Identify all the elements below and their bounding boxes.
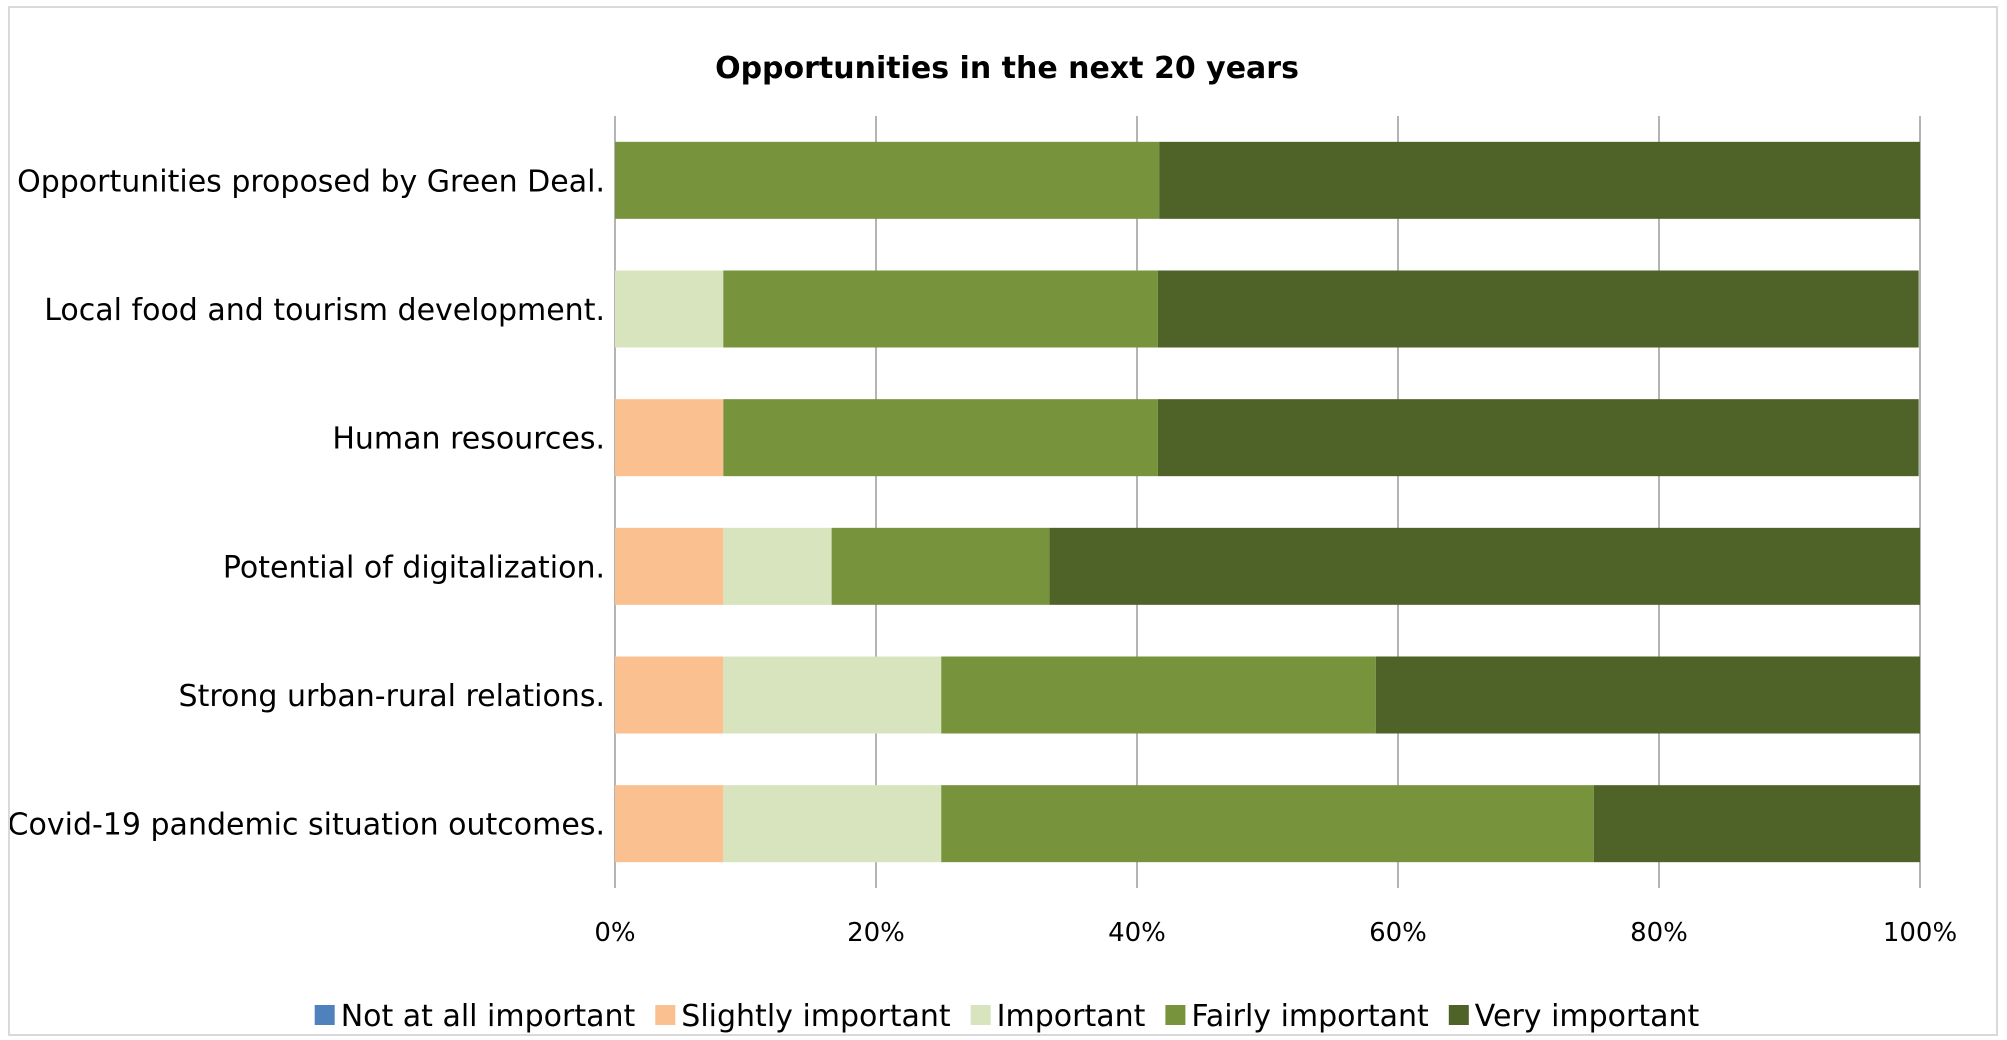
category-label: Strong urban-rural relations. [179,679,605,714]
bar-segment [1157,399,1919,477]
bar-segment [831,527,1050,605]
bar-segment [615,785,724,863]
category-label: Local food and tourism development. [44,293,605,328]
x-tick-label: 20% [847,918,905,948]
chart-frame: Opportunities in the next 20 years Oppor… [8,6,1998,1036]
legend-label: Not at all important [341,999,636,1034]
bars [615,141,1920,863]
x-axis-ticks: 0% 20% 40% 60% 80% 100% [594,918,1957,948]
bar-segment [941,656,1376,734]
gridlines [614,116,1921,888]
legend-label: Fairly important [1191,999,1429,1034]
category-labels: Opportunities proposed by Green Deal. Loc… [10,164,605,842]
bar-segment [1159,141,1920,219]
category-label: Potential of digitalization. [223,550,605,585]
chart-title: Opportunities in the next 20 years [715,51,1299,86]
bar-segment [615,270,724,348]
bar-segment [723,399,1158,477]
bar-segment [615,399,724,477]
bar-segment [941,785,1594,863]
legend-label: Important [997,999,1146,1034]
category-label: Covid-19 pandemic situation outcomes. [10,808,605,843]
x-tick-label: 80% [1630,918,1688,948]
chart-svg: Opportunities in the next 20 years Oppor… [10,51,1957,1034]
bar-segment [615,141,1160,219]
bar-segment [1157,270,1919,348]
category-label: Opportunities proposed by Green Deal. [17,164,605,199]
legend-swatch [655,1005,676,1025]
x-tick-label: 60% [1369,918,1427,948]
category-label: Human resources. [332,422,605,457]
bar-segment [723,527,832,605]
legend-swatch [314,1005,335,1025]
bar-segment [1375,656,1920,734]
x-tick-label: 40% [1108,918,1166,948]
legend: Not at all important Slightly important Im… [314,999,1700,1034]
bar-segment [723,270,1158,348]
legend-label: Slightly important [681,999,951,1034]
legend-swatch [1165,1005,1186,1025]
bar-segment [723,656,942,734]
bar-segment [723,785,942,863]
legend-label: Very important [1475,999,1700,1034]
bar-segment [1593,785,1920,863]
bar-segment [615,656,724,734]
bar-segment [1049,527,1920,605]
legend-swatch [1448,1005,1469,1025]
x-tick-label: 100% [1883,918,1957,948]
legend-swatch [970,1005,991,1025]
x-tick-label: 0% [594,918,635,948]
bar-segment [615,527,724,605]
